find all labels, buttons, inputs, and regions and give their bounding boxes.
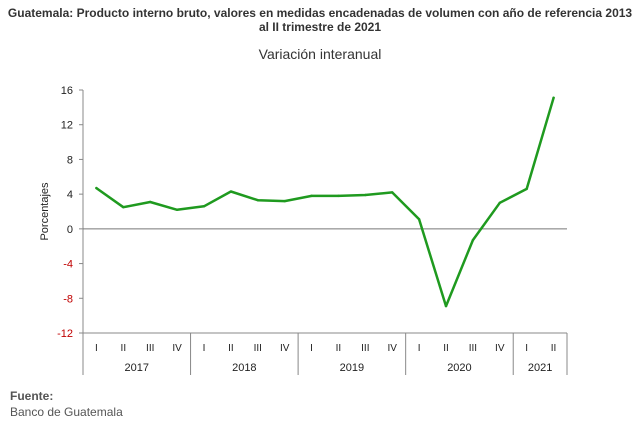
data-point [122,205,125,209]
source-label: Fuente: [10,389,54,403]
data-point [444,304,448,308]
data-point [256,199,259,202]
year-label: 2021 [528,362,552,374]
x-tick-label: II [551,343,557,354]
data-point [202,205,206,208]
data-point [525,187,528,191]
year-label: 2020 [447,362,471,374]
year-label: 2018 [232,362,256,374]
chart-title: Guatemala: Producto interno bruto, valor… [0,6,640,34]
y-axis-label: Porcentajes [39,182,51,241]
x-tick-label: III [361,343,369,354]
x-tick-label: III [469,343,477,354]
x-tick-label: II [443,343,449,354]
y-tick-label: 8 [67,154,73,166]
year-label: 2017 [125,362,149,374]
y-tick-label: 16 [61,85,73,97]
source-text: Banco de Guatemala [10,405,123,419]
x-tick-label: IV [387,343,397,354]
data-point [417,218,421,221]
data-point [310,194,313,198]
y-tick-label: 4 [67,189,73,201]
chart-title-line1: Guatemala: Producto interno bruto, valor… [7,6,633,20]
x-tick-label: IV [172,343,182,354]
data-point [391,191,394,194]
data-point [364,193,367,197]
y-tick-label: 0 [67,224,73,236]
x-tick-label: I [310,343,313,354]
data-point [175,208,179,211]
x-tick-label: III [146,343,154,354]
x-tick-label: IV [495,343,505,354]
x-tick-label: II [228,343,234,354]
x-tick-label: I [203,343,206,354]
series-line [95,96,555,308]
y-tick-label: 12 [61,120,73,132]
x-tick-label: II [121,343,127,354]
data-point [498,201,501,205]
x-tick-label: I [418,343,421,354]
data-point [471,238,475,242]
data-point [552,96,555,100]
x-tick-label: I [95,343,98,354]
x-tick-label: II [336,343,342,354]
x-tick-label: I [525,343,528,354]
y-tick-label: -8 [63,293,73,305]
data-point [337,194,340,198]
x-tick-label: III [254,343,262,354]
y-tick-label: -12 [57,328,73,340]
y-tick-label: -4 [63,259,73,271]
year-label: 2019 [340,362,364,374]
data-point [149,200,152,204]
chart-subtitle: Variación interanual [258,46,382,62]
x-tick-label: IV [280,343,290,354]
chart-title-line2: al II trimestre de 2021 [258,20,382,34]
data-point [95,186,98,190]
data-point [229,190,233,193]
data-point [283,199,286,203]
